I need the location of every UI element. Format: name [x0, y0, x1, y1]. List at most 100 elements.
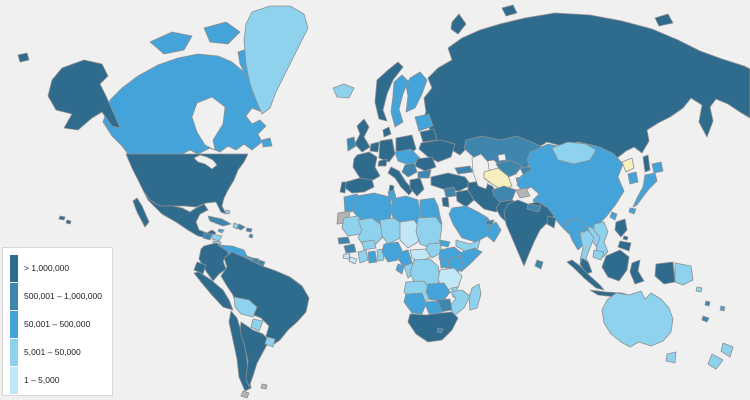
country-indonesia-sulawesi [629, 259, 645, 285]
country-botswana [423, 300, 443, 317]
country-jamaica [217, 228, 225, 234]
country-usa-alaska [47, 59, 121, 131]
country-namibia [403, 292, 427, 315]
country-honduras [211, 233, 223, 242]
country-usa-hawaii [65, 219, 72, 225]
country-denmark [382, 126, 392, 138]
country-israel-jordan [441, 196, 450, 208]
country-russia-severnaya-zemlya [501, 4, 518, 17]
country-syria [443, 186, 457, 198]
lake-great-lakes [193, 154, 218, 170]
country-nepal [526, 203, 542, 213]
country-philippines-mindanao [617, 240, 632, 252]
country-japan-hokkaido [651, 161, 664, 174]
country-canada-arctic-island [203, 21, 241, 45]
country-chad [399, 219, 421, 249]
country-australia [601, 290, 674, 348]
country-netherlands-belgium [369, 141, 380, 153]
country-canada-arctic-island [149, 31, 193, 55]
country-new-caledonia [701, 315, 710, 323]
country-ukraine [418, 139, 456, 163]
country-new-zealand-south [707, 353, 724, 370]
country-russia-sakhalin [642, 154, 651, 173]
legend-label: > 1,000,000 [24, 263, 70, 273]
country-argentina [239, 321, 270, 388]
country-fiji [719, 305, 726, 312]
country-dominican-republic [236, 223, 246, 231]
country-peru [193, 271, 234, 311]
legend-row: 500,001 – 1,000,000 [3, 283, 112, 311]
country-italy [387, 166, 414, 196]
country-philippines-luzon [614, 218, 628, 238]
lake-hudson-bay [191, 96, 226, 151]
country-malaysia [579, 257, 593, 275]
country-new-zealand-north [720, 342, 734, 358]
country-baltic-states [414, 113, 434, 132]
legend-swatch-5k-50k [10, 339, 18, 366]
region-kashmir [515, 187, 531, 199]
country-norway [374, 61, 404, 122]
country-mexico [143, 191, 217, 239]
country-usa-hawaii [58, 215, 66, 221]
country-russia-wrangel-island [17, 52, 30, 63]
country-vietnam [593, 221, 609, 259]
country-oman [486, 221, 502, 243]
country-sierra-leone [342, 253, 351, 260]
country-ghana [367, 250, 378, 264]
lake-aral-sea [497, 153, 507, 162]
country-uae [485, 219, 495, 226]
country-south-sudan [425, 242, 443, 259]
country-sweden [390, 74, 409, 128]
country-falkland-islands [260, 383, 268, 390]
country-canada [102, 53, 269, 155]
country-canada-newfoundland [261, 137, 273, 148]
legend-label: 500,001 – 1,000,000 [24, 291, 102, 301]
country-greenland [243, 5, 309, 115]
lake-caspian-sea [471, 153, 491, 190]
country-niger [379, 217, 403, 245]
legend-label: 1 – 5,000 [24, 375, 60, 385]
country-north-korea [621, 157, 635, 173]
country-bulgaria [417, 169, 432, 179]
country-russia [421, 12, 750, 159]
country-greece [409, 177, 425, 197]
country-ecuador [193, 261, 207, 275]
country-vanuatu [704, 300, 711, 307]
country-guinea [343, 243, 357, 254]
country-lesser-antilles [248, 233, 254, 239]
country-taiwan [609, 211, 618, 221]
country-mozambique [449, 289, 471, 317]
country-ivory-coast [357, 249, 369, 264]
country-borneo [601, 249, 630, 282]
country-finland [405, 71, 428, 113]
country-south-africa [407, 311, 459, 343]
country-indonesia-sumatra [566, 259, 605, 291]
country-bangladesh [546, 215, 557, 229]
country-romania [414, 156, 437, 172]
country-lesotho [436, 327, 444, 334]
country-iceland [332, 83, 355, 99]
legend-label: 5,001 – 50,000 [24, 347, 81, 357]
country-japan-kyushu [628, 207, 637, 215]
country-papua-new-guinea [674, 262, 694, 286]
country-russia-new-siberian-islands [654, 13, 674, 27]
country-philippines-visayas [622, 235, 629, 241]
legend-label: 50,001 – 500,000 [24, 319, 91, 329]
legend: > 1,000,000 500,001 – 1,000,000 50,001 –… [2, 247, 113, 396]
country-nigeria [381, 241, 403, 263]
country-senegal [337, 236, 351, 245]
legend-swatch-over-1m [10, 255, 18, 282]
country-puerto-rico [245, 227, 253, 233]
legend-row: > 1,000,000 [3, 255, 112, 283]
country-gabon [395, 263, 405, 275]
country-bolivia [233, 296, 258, 318]
region-south-patagonia [240, 390, 250, 399]
legend-swatch-1-5k [10, 367, 18, 394]
country-madagascar [468, 283, 482, 311]
country-mali [357, 217, 385, 247]
country-saudi-arabia [448, 205, 493, 243]
country-germany [378, 138, 396, 163]
country-australia-tasmania [665, 351, 677, 364]
country-liberia [348, 256, 358, 265]
